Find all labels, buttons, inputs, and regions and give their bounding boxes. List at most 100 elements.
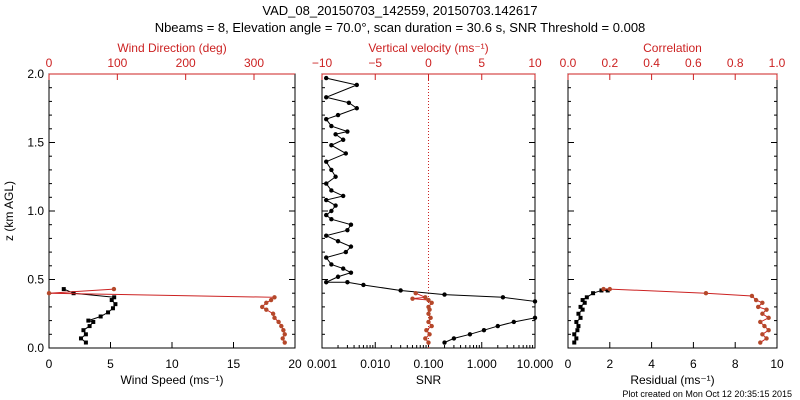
data-point	[324, 233, 329, 238]
x-tick-label: 0.010	[360, 357, 390, 371]
data-point	[91, 319, 96, 324]
data-point	[329, 217, 334, 222]
data-point	[346, 100, 352, 105]
data-point	[264, 300, 269, 305]
top-tick-label: 5	[478, 56, 485, 70]
x-axis-label-bottom: Wind Speed (ms⁻¹)	[120, 373, 223, 387]
data-point	[576, 311, 581, 316]
data-point	[766, 327, 771, 333]
x-tick-label: 15	[227, 357, 241, 371]
top-tick-label: 0.6	[685, 56, 702, 70]
data-point	[83, 340, 88, 345]
chart-title-line1: VAD_08_20150703_142559, 20150703.142617	[262, 3, 538, 18]
series-line-wind-speed	[63, 288, 117, 343]
top-tick-label: 1.0	[769, 56, 786, 70]
data-point	[61, 287, 66, 292]
data-point	[584, 295, 589, 300]
data-point	[423, 295, 428, 300]
data-point	[279, 323, 284, 329]
data-point	[280, 336, 285, 341]
data-point	[329, 188, 334, 193]
data-point	[335, 112, 341, 118]
data-point	[574, 319, 579, 324]
data-point	[426, 297, 431, 303]
data-point	[111, 286, 117, 292]
data-point	[340, 193, 346, 199]
data-point	[428, 315, 433, 321]
data-point	[98, 314, 103, 319]
data-point	[264, 307, 269, 312]
x-tick-label: 20	[288, 357, 302, 371]
data-point	[582, 300, 587, 305]
data-point	[749, 293, 755, 299]
data-point	[605, 288, 610, 293]
x-tick-label: 0	[46, 357, 53, 371]
data-point	[87, 324, 92, 329]
data-point	[329, 167, 334, 173]
x-axis-label-bottom: Residual (ms⁻¹)	[630, 373, 714, 387]
data-point	[500, 295, 506, 300]
data-point	[46, 291, 52, 296]
data-point	[576, 324, 581, 329]
data-point	[451, 336, 457, 341]
data-point	[481, 327, 487, 333]
data-point	[607, 286, 612, 292]
data-point	[423, 336, 428, 341]
x-tick-label: 1.000	[467, 357, 497, 371]
data-point	[753, 297, 759, 303]
top-tick-label: 0.0	[560, 56, 577, 70]
y-tick-label: 2.0	[27, 67, 44, 81]
data-point	[578, 315, 583, 320]
data-point	[113, 302, 118, 307]
data-point	[354, 106, 359, 111]
y-axis-label: z (km AGL)	[2, 181, 16, 241]
data-point	[764, 307, 769, 312]
data-point	[324, 117, 329, 122]
data-point	[578, 304, 583, 309]
data-point	[426, 304, 431, 310]
data-point	[426, 319, 431, 325]
data-point	[282, 340, 287, 345]
x-tick-label: 0.100	[413, 357, 443, 371]
top-tick-label: 100	[107, 56, 127, 70]
x-tick-label: 0.001	[307, 357, 337, 371]
data-point	[599, 288, 604, 293]
data-point	[109, 298, 114, 303]
data-point	[429, 300, 434, 305]
data-point	[427, 332, 432, 337]
data-point	[758, 319, 763, 325]
top-tick-label: 0.2	[601, 56, 618, 70]
data-point	[270, 311, 276, 316]
data-point	[532, 299, 538, 304]
data-point	[281, 327, 286, 333]
plot-created-footer: Plot created on Mon Oct 12 20:35:15 2015	[622, 389, 792, 399]
data-point	[329, 143, 334, 148]
data-point	[343, 151, 349, 156]
data-point	[345, 227, 350, 233]
data-point	[333, 132, 338, 137]
data-point	[426, 311, 431, 316]
data-point	[574, 336, 579, 341]
x-tick-label: 0	[565, 357, 572, 371]
data-point	[329, 208, 334, 214]
data-point	[580, 298, 585, 303]
data-point	[110, 306, 115, 311]
top-tick-label: 0.8	[727, 56, 744, 70]
data-point	[426, 340, 431, 345]
data-point	[703, 291, 709, 296]
data-point	[758, 340, 763, 345]
data-point	[333, 174, 338, 179]
y-tick-label: 1.0	[27, 204, 44, 218]
chart-title-line2: Nbeams = 8, Elevation angle = 70.0°, sca…	[154, 20, 646, 35]
data-point	[760, 311, 765, 316]
data-point	[601, 286, 606, 292]
data-point	[511, 319, 517, 325]
data-point	[329, 262, 334, 267]
y-tick-label: 0.0	[27, 341, 44, 355]
x-tick-label: 4	[648, 357, 655, 371]
data-point	[335, 238, 341, 244]
data-point	[345, 280, 350, 285]
data-point	[106, 310, 111, 315]
data-point	[398, 288, 403, 293]
